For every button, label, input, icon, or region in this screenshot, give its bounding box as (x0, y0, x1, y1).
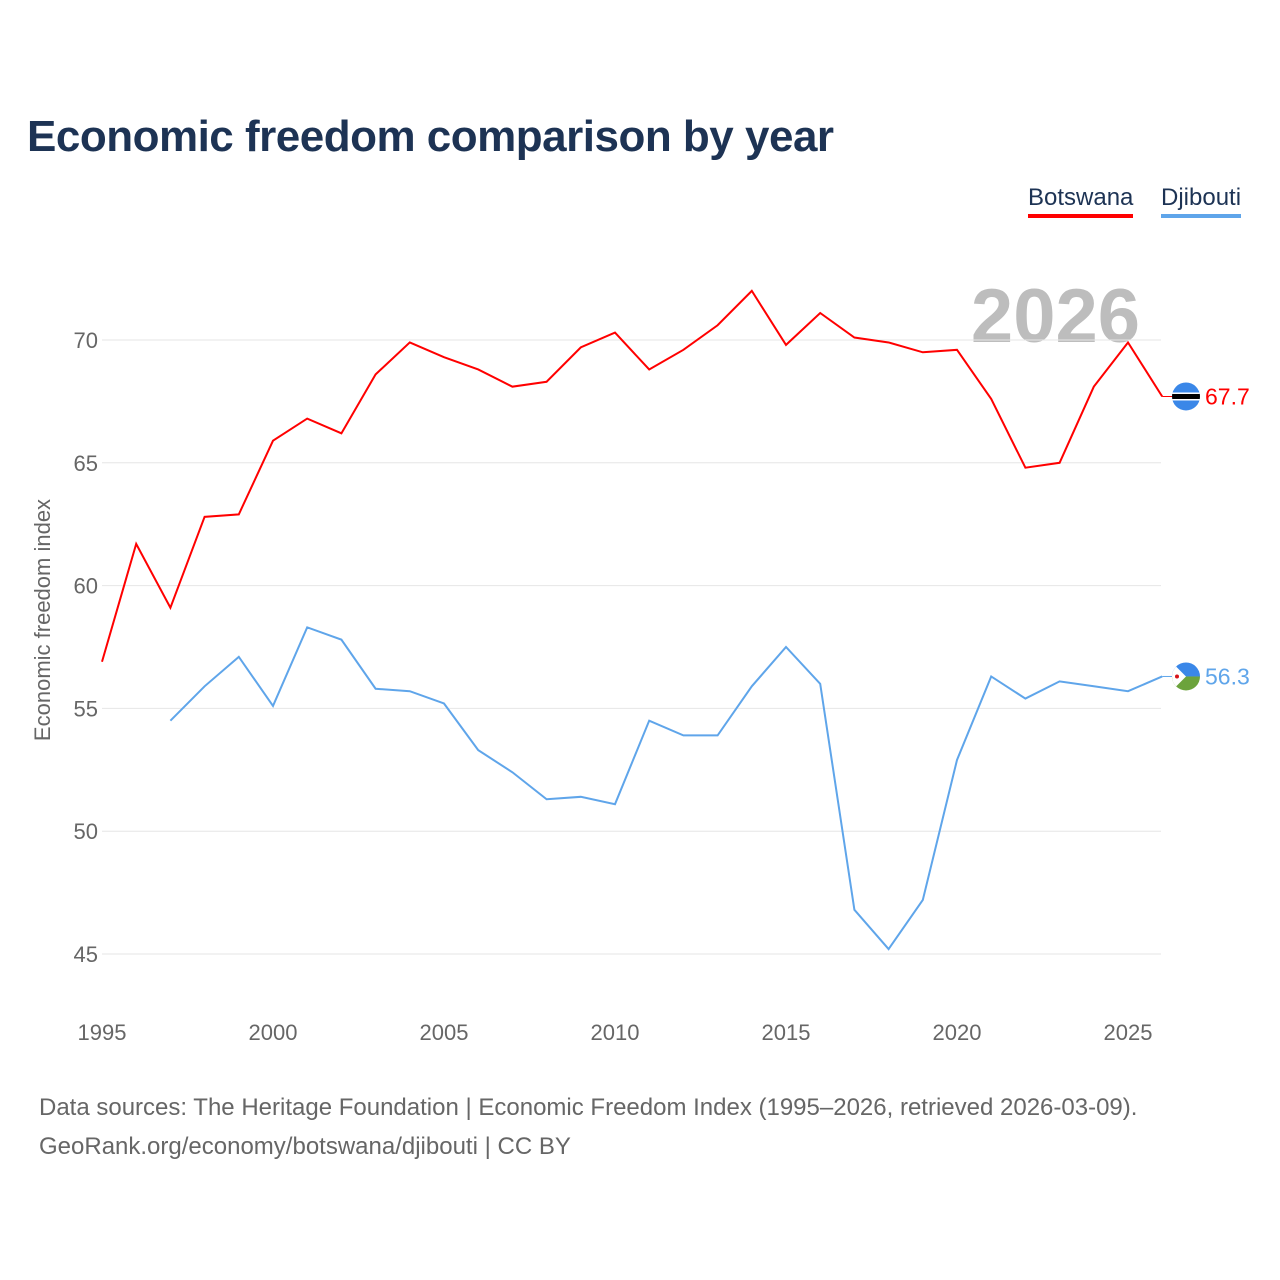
x-tick-label: 2020 (933, 1020, 982, 1045)
chart-title: Economic freedom comparison by year (27, 112, 834, 161)
legend-botswana[interactable]: Botswana (1028, 184, 1134, 218)
year-watermark: 2026 (971, 274, 1140, 359)
y-axis-label: Economic freedom index (30, 499, 55, 741)
x-tick-label: 2000 (249, 1020, 298, 1045)
y-tick-label: 55 (74, 696, 98, 721)
end-value-label: 67.7 (1205, 383, 1250, 409)
y-tick-label: 60 (74, 574, 98, 599)
series-line-djibouti (169, 626, 1163, 951)
y-tick-label: 65 (74, 451, 98, 476)
x-tick-label: 2025 (1104, 1020, 1153, 1045)
legend-djibouti[interactable]: Djibouti (1161, 184, 1242, 218)
series-line-botswana (101, 289, 1164, 663)
footer-sources: Data sources: The Heritage Foundation | … (39, 1094, 1138, 1121)
flag-djibouti-icon (1172, 662, 1200, 691)
y-tick-label: 45 (74, 942, 98, 967)
footer: Data sources: The Heritage Foundation | … (39, 1088, 1137, 1166)
flag-botswana-icon (1172, 382, 1200, 411)
end-value-label: 56.3 (1205, 663, 1250, 689)
x-tick-label: 2015 (762, 1020, 811, 1045)
x-tick-label: 2005 (420, 1020, 469, 1045)
x-tick-label: 1995 (78, 1020, 127, 1045)
x-tick-label: 2010 (591, 1020, 640, 1045)
footer-credit: GeoRank.org/economy/botswana/djibouti | … (39, 1133, 571, 1160)
y-tick-label: 50 (74, 819, 98, 844)
y-tick-label: 70 (74, 328, 98, 353)
